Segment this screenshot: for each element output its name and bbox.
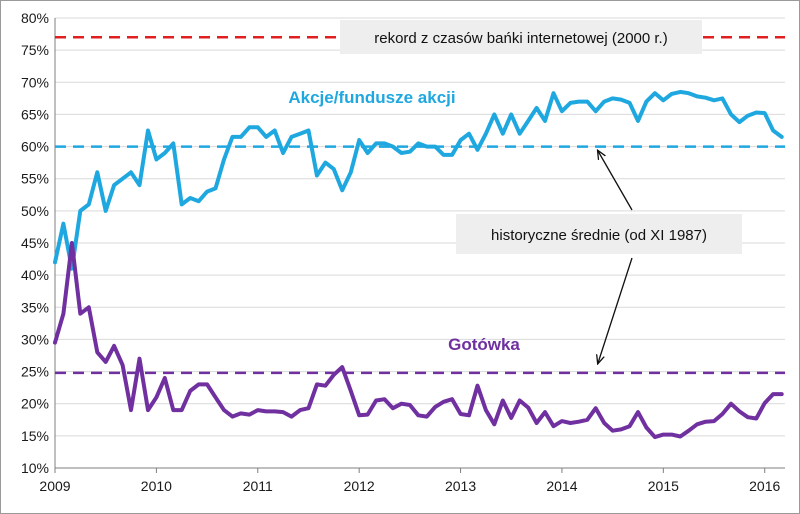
arrow-to-cash-average	[598, 257, 633, 363]
x-tick-label: 2009	[39, 478, 70, 494]
x-tick-labels: 2009 2010 2011 2012 2013 2014 2015 2016	[39, 478, 780, 494]
record-label: rekord z czasów bańki internetowej (2000…	[374, 30, 667, 47]
record-annotation: rekord z czasów bańki internetowej (2000…	[340, 20, 702, 54]
averages-label: historyczne średnie (od XI 1987)	[491, 227, 707, 244]
x-tick-label: 2015	[648, 478, 679, 494]
y-tick-label: 15%	[21, 428, 49, 444]
y-tick-label: 10%	[21, 460, 49, 476]
y-tick-label: 50%	[21, 203, 49, 219]
y-tick-label: 30%	[21, 331, 49, 347]
stocks-series-label: Akcje/fundusze akcji	[288, 88, 455, 107]
averages-label-box	[456, 214, 742, 254]
cash-series-line	[53, 241, 784, 440]
x-tick-label: 2013	[445, 478, 476, 494]
y-tick-label: 40%	[21, 267, 49, 283]
y-tick-labels: 10% 15% 20% 25% 30% 35% 40% 45% 50% 55% 60% 65% 70% 7…	[21, 10, 49, 476]
x-tick-label: 2012	[344, 478, 375, 494]
arrow-to-stocks-average	[598, 151, 633, 211]
y-tick-label: 45%	[21, 235, 49, 251]
y-tick-label: 25%	[21, 364, 49, 380]
y-tick-label: 35%	[21, 299, 49, 315]
averages-annotation: historyczne średnie (od XI 1987)	[456, 214, 742, 254]
axes	[54, 18, 785, 473]
stocks-series-line	[53, 89, 784, 271]
cash-series-label: Gotówka	[448, 335, 520, 354]
record-label-box	[340, 20, 702, 54]
y-tick-label: 55%	[21, 171, 49, 187]
y-tick-label: 70%	[21, 74, 49, 90]
y-tick-label: 60%	[21, 139, 49, 155]
x-tick-label: 2010	[141, 478, 172, 494]
x-tick-label: 2014	[546, 478, 577, 494]
y-tick-label: 80%	[21, 10, 49, 26]
y-tick-label: 20%	[21, 396, 49, 412]
x-tick-label: 2011	[243, 478, 273, 494]
x-tick-label: 2016	[749, 478, 780, 494]
y-tick-label: 75%	[21, 42, 49, 58]
y-tick-label: 65%	[21, 106, 49, 122]
series-lines	[53, 89, 784, 440]
